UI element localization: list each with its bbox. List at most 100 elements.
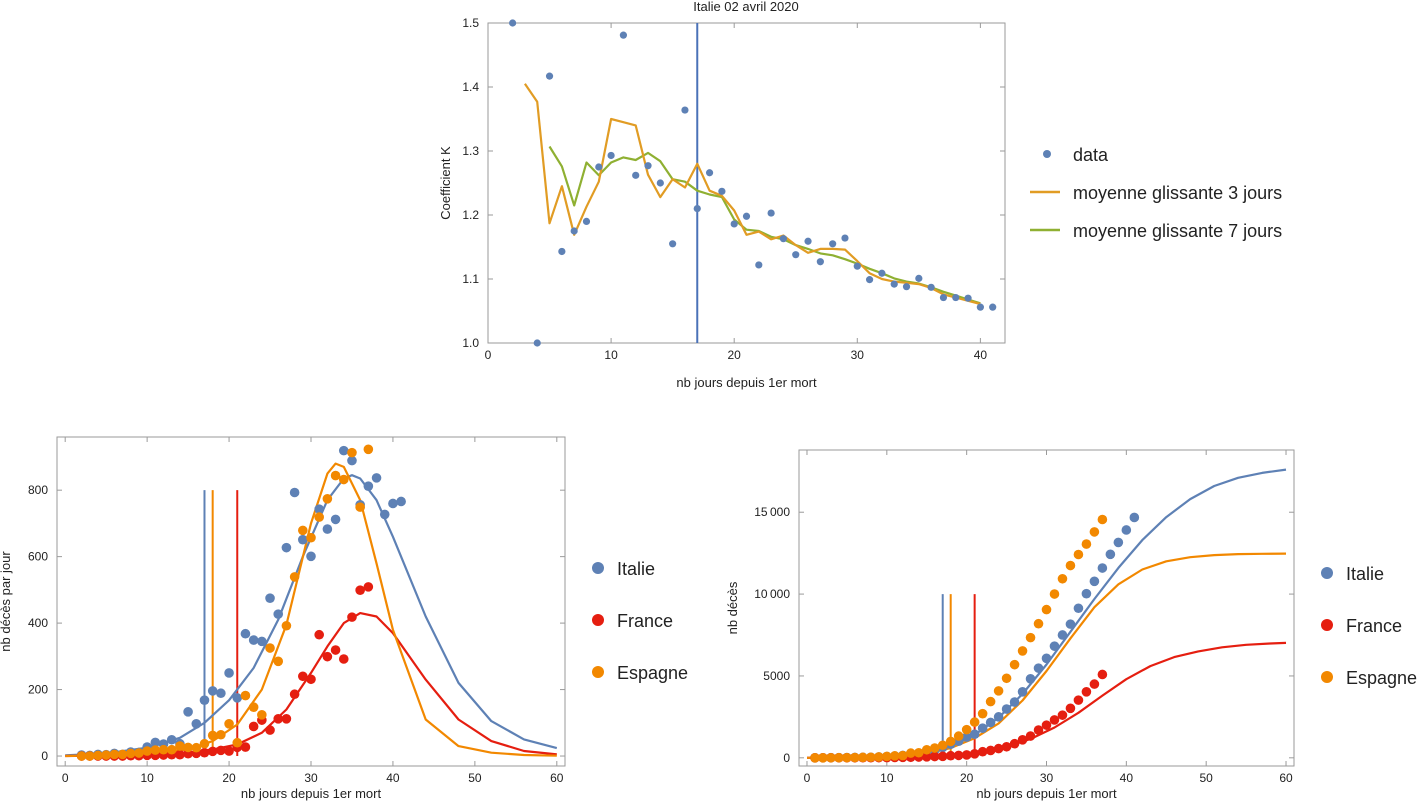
data-point-espagne (117, 749, 128, 760)
data-point-espagne (929, 743, 940, 753)
x-tick-label: 50 (1199, 771, 1213, 785)
data-point (755, 261, 763, 269)
y-tick-label: 1.4 (462, 80, 479, 94)
data-point-espagne (826, 752, 836, 763)
legend: data moyenne glissante 3 jours moyenne gli… (1030, 145, 1282, 241)
y-axis-label: Coefficient K (438, 146, 453, 220)
data-point-espagne (897, 750, 908, 761)
data-point-italie (183, 707, 193, 717)
data-point (939, 293, 948, 302)
x-tick-label: 20 (222, 771, 236, 785)
y-tick-label: 5000 (763, 669, 790, 683)
data-point-espagne (890, 751, 900, 761)
data-point (558, 247, 566, 256)
data-point-france (929, 751, 940, 762)
data-point-espagne (866, 752, 876, 763)
y-tick-label: 200 (28, 683, 48, 697)
fit-curve-espagne (65, 462, 557, 758)
data-point-espagne (961, 724, 972, 735)
data-point-france (1073, 695, 1084, 705)
data-point-france (298, 671, 308, 682)
data-point-france (355, 585, 365, 596)
data-point-france (1017, 735, 1028, 745)
data-point-espagne (216, 729, 226, 740)
data-point-italie (1025, 674, 1036, 684)
data-point-italie (977, 723, 988, 733)
data-point-espagne (166, 744, 177, 755)
data-point-espagne (248, 702, 259, 712)
data-point-italie (166, 734, 177, 745)
data-point-espagne (913, 747, 924, 758)
data-point-italie (199, 695, 210, 705)
chart-3: 0 10 20 30 40 50 60 0 5000 10 000 15 000 nb jours d… (725, 449, 1417, 801)
data-point-france (1009, 738, 1020, 749)
data-point-espagne (322, 494, 333, 504)
data-point (681, 106, 689, 114)
data-point-france (273, 714, 284, 724)
data-point-italie (1129, 512, 1140, 523)
data-point-italie (289, 487, 300, 498)
y-tick-label: 1.5 (462, 16, 479, 30)
legend-marker-italie (1321, 567, 1333, 579)
data-point-espagne (977, 708, 988, 719)
data-point-italie (240, 628, 251, 639)
data-point (742, 212, 751, 220)
data-point-france (175, 749, 185, 760)
data-point-italie (330, 514, 341, 525)
data-point-france (977, 746, 988, 757)
data-point (829, 240, 837, 248)
data-point-espagne (818, 752, 828, 763)
data-point-france (338, 654, 349, 664)
data-point (989, 303, 997, 311)
data-point-france (363, 582, 374, 592)
data-point-italie (191, 718, 202, 729)
data-point-espagne (224, 718, 234, 729)
data-point-france (1065, 703, 1076, 714)
data-point-italie (379, 509, 390, 520)
data-point-espagne (76, 751, 87, 761)
data-point-espagne (289, 572, 300, 582)
data-point (816, 258, 824, 266)
data-point-italie (281, 542, 292, 553)
data-point-espagne (1097, 514, 1108, 525)
data-point-espagne (84, 751, 95, 761)
data-point-espagne (207, 730, 218, 741)
data-point-italie (1089, 576, 1100, 587)
data-point-italie (1049, 641, 1060, 651)
data-point-france (1001, 741, 1012, 752)
data-point-espagne (1001, 673, 1012, 684)
data-point-espagne (842, 752, 852, 763)
data-point-espagne (969, 717, 980, 727)
series-line-moyenne-3-jours (523, 83, 981, 306)
data-point-italie (232, 693, 243, 703)
legend-label: Italie (1346, 564, 1384, 584)
data-point-france (1081, 686, 1092, 697)
data-point-france (224, 746, 234, 756)
chart-title: Italie 02 avril 2020 (693, 0, 799, 14)
data-point (767, 209, 775, 217)
plot-area (65, 462, 558, 758)
data-point-espagne (882, 751, 892, 762)
data-point-italie (1001, 704, 1012, 714)
y-axis-label: nb décès par jour (0, 551, 13, 652)
data-point-france (1097, 669, 1108, 680)
data-point (595, 163, 603, 171)
data-point-france (322, 651, 333, 662)
data-point-espagne (338, 474, 349, 485)
data-point (792, 251, 800, 259)
plot-frame (487, 22, 1006, 344)
data-point-italie (314, 504, 324, 514)
data-point (964, 294, 972, 302)
data-point-italie (338, 445, 349, 456)
data-point-espagne (330, 470, 341, 481)
data-point (902, 283, 911, 291)
data-point-france (207, 746, 218, 757)
fit-curve-france (65, 611, 557, 758)
y-tick-label: 0 (41, 749, 48, 763)
data-point-italie (388, 498, 398, 509)
data-point (545, 72, 554, 80)
x-axis-label: nb jours depuis 1er mort (976, 786, 1117, 801)
data-point (927, 283, 935, 291)
data-point-france (216, 745, 226, 756)
x-tick-label: 20 (728, 348, 742, 362)
